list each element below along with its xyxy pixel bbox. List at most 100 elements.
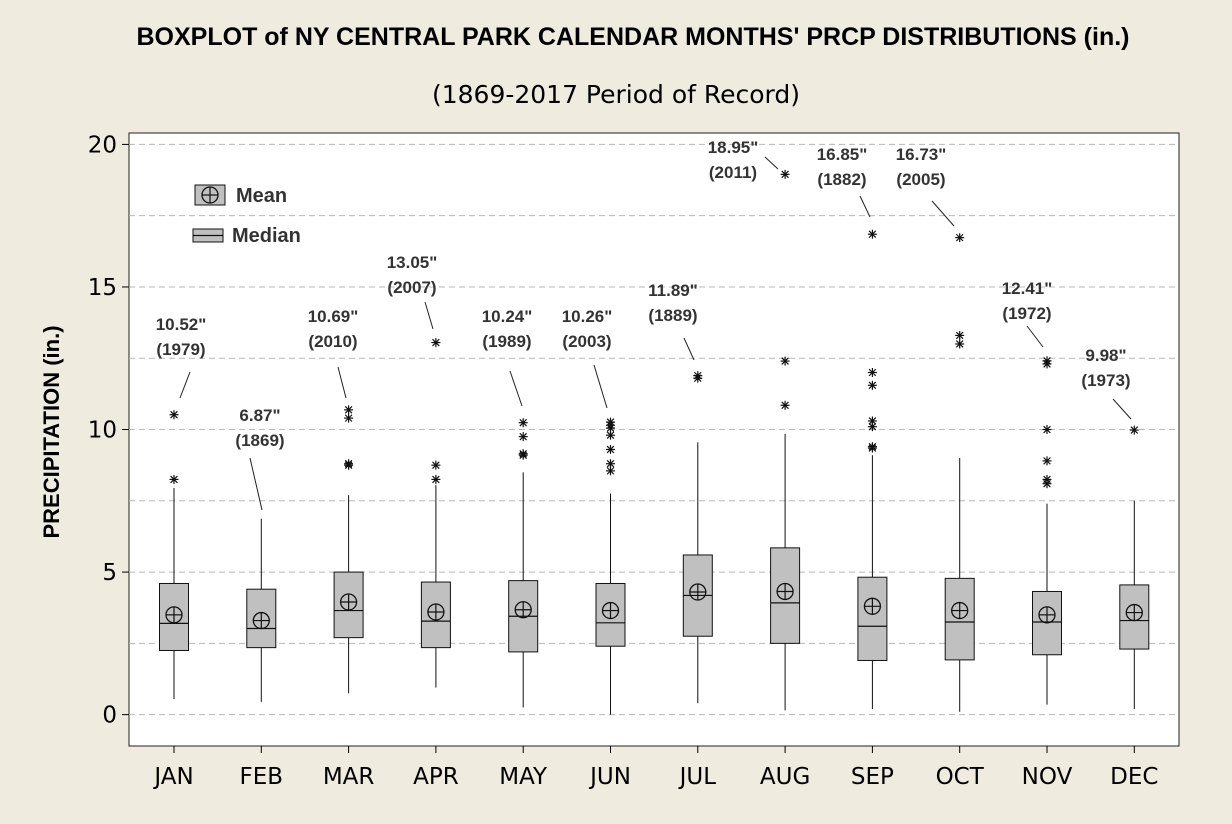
- y-tick-label: 0: [102, 703, 117, 729]
- x-tick-label-feb: FEB: [240, 764, 284, 790]
- annotation-year-oct: (2005): [896, 170, 945, 189]
- x-tick-label-aug: AUG: [760, 764, 810, 790]
- x-tick-label-oct: OCT: [936, 764, 985, 790]
- annotation-year-dec: (1973): [1081, 371, 1130, 390]
- annotation-year-jan: (1979): [156, 340, 205, 359]
- annotation-year-mar: (2010): [308, 332, 357, 351]
- outlier-point-aug: [780, 356, 790, 366]
- annotation-year-apr: (2007): [387, 278, 436, 297]
- outlier-point-apr: [431, 460, 441, 470]
- outlier-point-jun: [606, 444, 615, 454]
- outlier-point-mar: [344, 459, 354, 469]
- annotation-value-nov: 12.41": [1002, 279, 1053, 298]
- annotation-value-dec: 9.98": [1085, 346, 1126, 365]
- mean-symbol-aug: [776, 582, 794, 601]
- annotation-leader-feb: [249, 457, 263, 511]
- annotation-value-sep: 16.85": [817, 145, 868, 164]
- mean-symbol-may: [514, 601, 532, 619]
- outlier-point-nov: [1042, 456, 1052, 466]
- y-tick-label: 15: [88, 275, 117, 301]
- y-tick-label: 20: [88, 132, 117, 158]
- outlier-point-jan: [169, 474, 179, 484]
- outlier-point-nov: [1042, 474, 1052, 484]
- annotation-leader-oct: [931, 200, 955, 227]
- annotation-leader-jan: [179, 371, 191, 399]
- outlier-point-sep: [867, 416, 877, 426]
- x-tick-label-nov: NOV: [1022, 764, 1073, 790]
- outlier-point-aug: [780, 169, 790, 179]
- chart-subtitle: (1869-2017 Period of Record): [432, 80, 800, 109]
- box-sep: [857, 576, 888, 661]
- outlier-point-aug: [780, 400, 790, 410]
- annotation-value-jun: 10.26": [562, 307, 613, 326]
- outlier-point-oct: [955, 330, 965, 340]
- y-tick-label: 10: [88, 418, 117, 444]
- annotation-leader-apr: [424, 301, 434, 330]
- mean-symbol-feb: [252, 611, 270, 630]
- annotation-value-oct: 16.73": [896, 145, 947, 164]
- annotation-leader-sep: [859, 195, 871, 218]
- annotation-value-jan: 10.52": [156, 315, 207, 334]
- outlier-point-mar: [344, 413, 354, 423]
- x-tick-label-mar: MAR: [323, 764, 375, 790]
- mean-symbol-oct: [951, 601, 969, 620]
- annotation-leader-mar: [337, 366, 347, 399]
- mean-symbol-mar: [339, 593, 358, 611]
- outlier-point-apr: [431, 338, 441, 348]
- mean-symbol-dec: [1125, 603, 1143, 622]
- outlier-point-sep: [867, 380, 877, 390]
- mean-symbol-apr: [427, 603, 445, 621]
- annotation-leader-may: [509, 370, 523, 407]
- x-tick-label-dec: DEC: [1110, 764, 1158, 790]
- mean-symbol-nov: [1038, 606, 1056, 624]
- annotation-year-jun: (2003): [562, 332, 611, 351]
- annotation-year-aug: (2011): [709, 163, 757, 182]
- y-tick-label: 5: [102, 560, 117, 586]
- outlier-point-jun: [606, 417, 615, 427]
- outlier-point-may: [518, 432, 528, 442]
- annotation-value-apr: 13.05": [387, 253, 438, 272]
- x-tick-label-jun: JUN: [588, 764, 631, 790]
- x-tick-label-apr: APR: [413, 764, 459, 790]
- annotation-year-feb: (1869): [235, 431, 284, 450]
- y-axis-label: PRECIPITATION (in.): [39, 325, 64, 538]
- outlier-point-sep: [867, 229, 877, 239]
- annotation-leader-jun: [593, 364, 608, 409]
- legend-mean-symbol: [201, 186, 219, 204]
- outlier-point-nov: [1042, 356, 1052, 366]
- annotation-year-sep: (1882): [817, 170, 866, 189]
- annotation-leader-dec: [1112, 398, 1132, 420]
- annotation-leader-nov: [1026, 325, 1044, 348]
- mean-symbol-jul: [689, 583, 707, 601]
- outlier-point-sep: [867, 367, 877, 377]
- outlier-point-nov: [1042, 425, 1052, 435]
- annotation-value-mar: 10.69": [308, 307, 359, 326]
- mean-symbol-jan: [165, 606, 183, 624]
- annotation-year-jul: (1889): [648, 306, 697, 325]
- annotation-leader-jul: [683, 337, 695, 361]
- x-tick-label-may: MAY: [499, 764, 548, 790]
- x-tick-label-jul: JUL: [678, 764, 717, 790]
- annotation-value-may: 10.24": [482, 307, 533, 326]
- mean-symbol-jun: [601, 601, 620, 620]
- outlier-point-sep: [867, 442, 877, 452]
- x-tick-label-jan: JAN: [152, 764, 193, 790]
- outlier-point-jun: [606, 459, 615, 469]
- outlier-point-jan: [169, 410, 179, 420]
- x-tick-label-sep: SEP: [851, 764, 894, 790]
- outlier-point-may: [518, 449, 528, 459]
- outlier-point-may: [518, 418, 528, 428]
- outlier-point-apr: [431, 474, 441, 484]
- legend-median-label: Median: [232, 225, 301, 247]
- outlier-point-oct: [955, 339, 965, 349]
- annotation-year-nov: (1972): [1002, 304, 1051, 323]
- annotation-value-feb: 6.87": [239, 406, 280, 425]
- annotation-value-aug: 18.95": [708, 138, 759, 157]
- outlier-point-mar: [344, 405, 354, 415]
- chart-title: BOXPLOT of NY CENTRAL PARK CALENDAR MONT…: [137, 23, 1130, 51]
- outlier-point-jul: [693, 371, 703, 381]
- legend-mean-label: Mean: [236, 185, 287, 207]
- outlier-point-oct: [955, 233, 965, 243]
- outlier-point-dec: [1129, 425, 1139, 435]
